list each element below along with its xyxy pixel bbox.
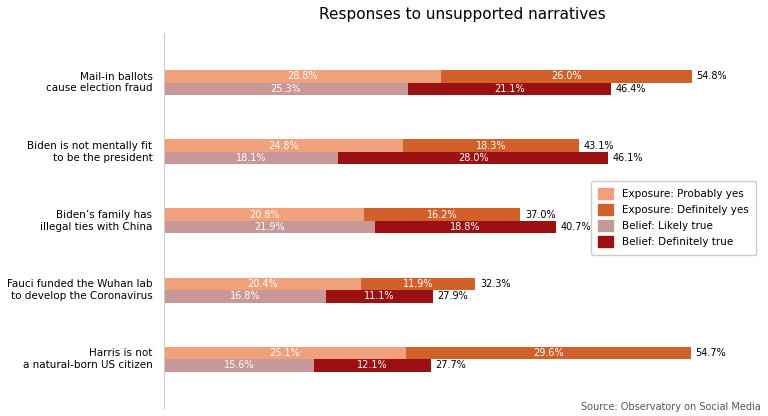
Legend: Exposure: Probably yes, Exposure: Definitely yes, Belief: Likely true, Belief: D: Exposure: Probably yes, Exposure: Defini…	[591, 181, 756, 255]
Text: 27.7%: 27.7%	[435, 361, 467, 371]
Text: 26.0%: 26.0%	[551, 72, 582, 82]
Text: 28.8%: 28.8%	[287, 72, 318, 82]
Text: 46.4%: 46.4%	[616, 84, 646, 94]
Text: 18.3%: 18.3%	[476, 141, 506, 151]
Text: 54.8%: 54.8%	[697, 72, 727, 82]
Text: 27.9%: 27.9%	[438, 291, 468, 301]
Bar	[361, 277, 475, 290]
Bar	[164, 221, 375, 233]
Bar	[365, 208, 521, 221]
Text: 20.4%: 20.4%	[247, 279, 278, 289]
Text: 16.8%: 16.8%	[230, 291, 260, 301]
Bar	[164, 83, 408, 95]
Text: 12.1%: 12.1%	[357, 361, 388, 371]
Bar	[375, 221, 556, 233]
Bar	[164, 359, 314, 372]
Bar	[442, 70, 692, 83]
Bar	[164, 290, 326, 302]
Text: 16.2%: 16.2%	[427, 210, 458, 220]
Text: 54.7%: 54.7%	[696, 348, 727, 358]
Bar	[403, 139, 579, 152]
Bar	[339, 152, 608, 164]
Text: 46.1%: 46.1%	[613, 153, 644, 163]
Bar	[164, 152, 339, 164]
Text: 18.8%: 18.8%	[450, 222, 481, 232]
Text: 28.0%: 28.0%	[458, 153, 488, 163]
Text: Source: Observatory on Social Media: Source: Observatory on Social Media	[581, 402, 760, 412]
Text: 11.9%: 11.9%	[402, 279, 433, 289]
Title: Responses to unsupported narratives: Responses to unsupported narratives	[319, 7, 606, 22]
Text: 11.1%: 11.1%	[364, 291, 395, 301]
Bar	[164, 347, 406, 359]
Text: 25.3%: 25.3%	[270, 84, 301, 94]
Bar	[164, 277, 361, 290]
Bar	[164, 70, 442, 83]
Text: 20.8%: 20.8%	[249, 210, 280, 220]
Text: 21.1%: 21.1%	[494, 84, 525, 94]
Text: 21.9%: 21.9%	[254, 222, 285, 232]
Text: 18.1%: 18.1%	[236, 153, 266, 163]
Text: 25.1%: 25.1%	[270, 348, 300, 358]
Text: 24.8%: 24.8%	[268, 141, 299, 151]
Text: 32.3%: 32.3%	[480, 279, 511, 289]
Bar	[406, 347, 690, 359]
Bar	[164, 139, 403, 152]
Text: 37.0%: 37.0%	[525, 210, 556, 220]
Text: 40.7%: 40.7%	[561, 222, 591, 232]
Bar	[314, 359, 431, 372]
Text: 29.6%: 29.6%	[533, 348, 564, 358]
Bar	[164, 208, 365, 221]
Text: 43.1%: 43.1%	[584, 141, 614, 151]
Bar	[326, 290, 433, 302]
Text: 15.6%: 15.6%	[224, 361, 255, 371]
Bar	[408, 83, 611, 95]
